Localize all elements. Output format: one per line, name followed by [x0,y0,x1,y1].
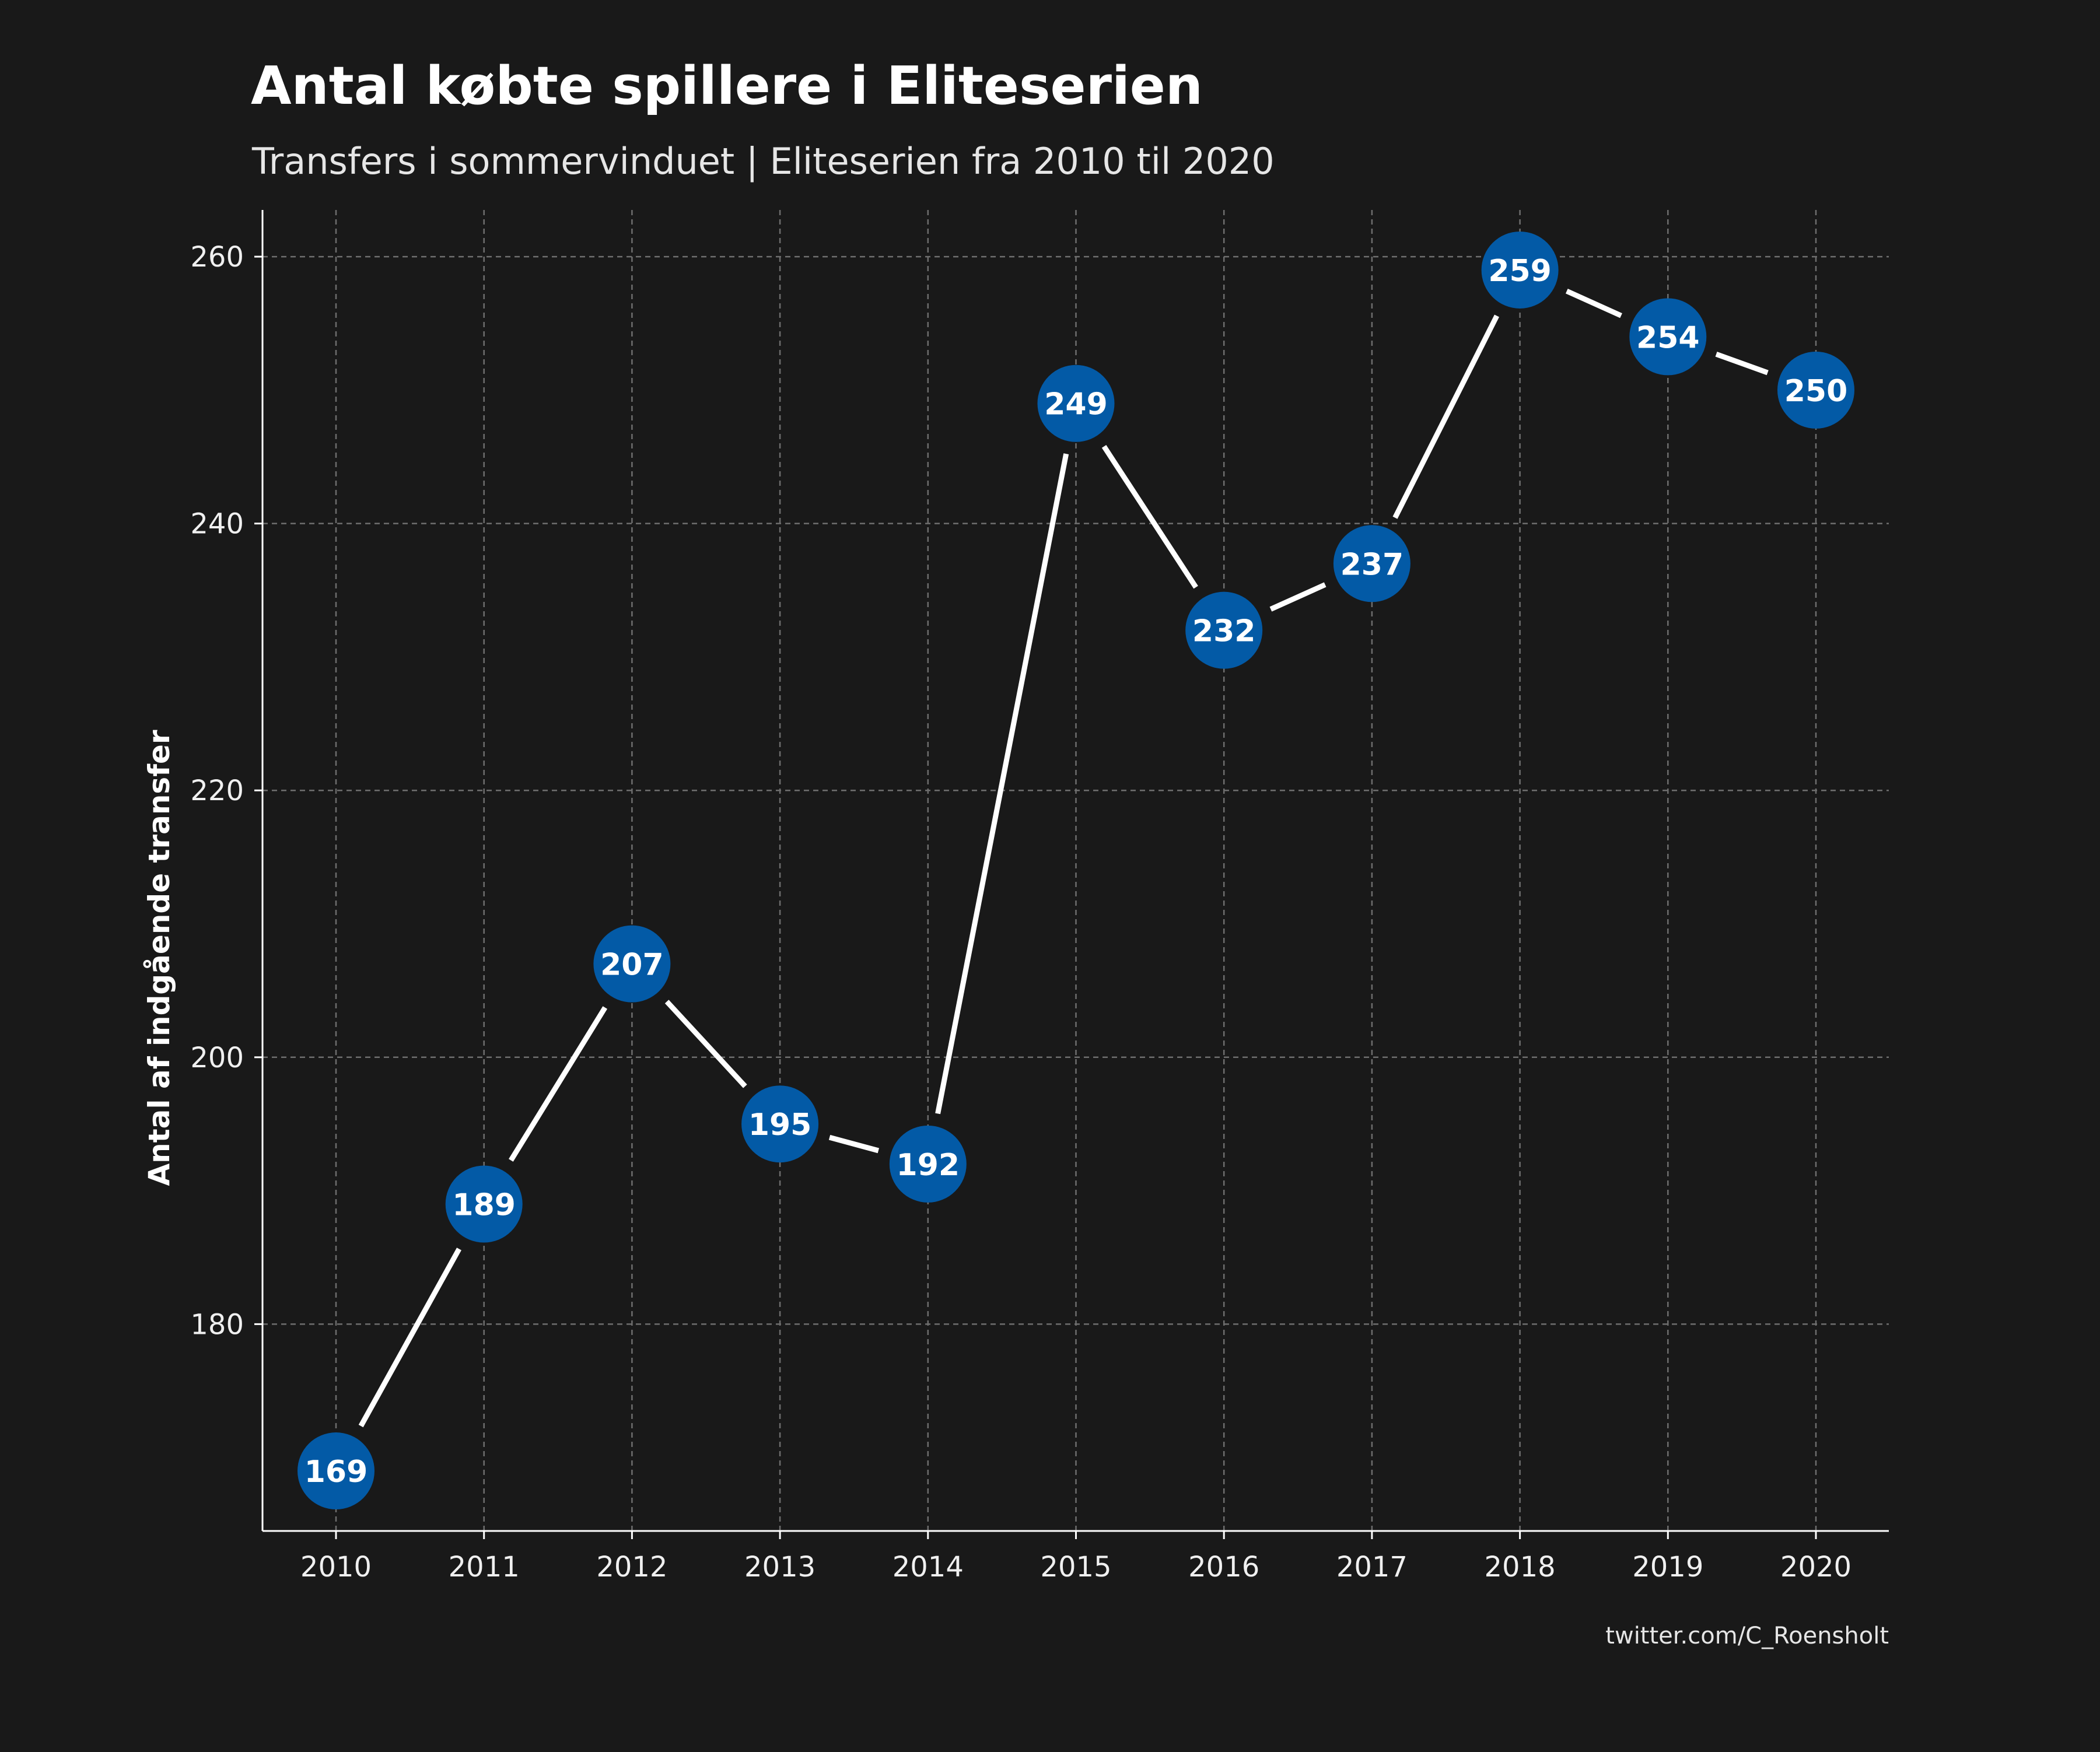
chart-subtitle: Transfers i sommervinduet | Eliteserien … [251,140,1275,183]
data-label: 169 [304,1455,368,1490]
x-tick-label: 2017 [1336,1551,1408,1583]
y-tick-label: 240 [190,508,244,541]
data-marker [889,1125,967,1203]
data-point-2018: 259 [1481,231,1559,309]
x-tick-label: 2010 [300,1551,372,1583]
line-segment [1269,582,1326,612]
x-tick-label: 2012 [596,1551,667,1583]
x-tick-label: 2013 [744,1551,816,1583]
data-marker [593,925,671,1003]
data-points: 169 189 207 195 192 249 232 237 259 254 250 [298,231,1854,1510]
data-point-2015: 249 [1037,365,1115,442]
data-label: 250 [1784,374,1848,409]
data-point-2017: 237 [1333,525,1410,602]
data-label: 249 [1044,387,1108,422]
data-marker [1185,591,1263,669]
data-point-2012: 207 [593,925,671,1003]
data-marker [1037,365,1115,442]
data-marker [445,1165,523,1243]
data-marker [1777,351,1854,429]
x-tick-label: 2020 [1780,1551,1852,1583]
data-point-2020: 250 [1777,351,1854,429]
x-tick-label: 2019 [1632,1551,1703,1583]
data-point-2019: 254 [1629,298,1707,376]
data-label: 195 [748,1108,812,1143]
axes [254,210,1889,1539]
data-point-2013: 195 [741,1085,819,1163]
chart-caption: twitter.com/C_Roensholt [1605,1623,1889,1649]
data-marker [741,1085,819,1163]
data-point-2010: 169 [298,1432,374,1510]
data-marker [1629,298,1707,376]
line-segment [664,1000,747,1088]
data-point-2011: 189 [445,1165,523,1243]
data-marker [298,1432,374,1510]
data-point-2016: 232 [1185,591,1263,669]
y-tick-label: 200 [190,1042,244,1074]
data-marker [1333,525,1410,602]
data-label: 254 [1636,320,1700,355]
x-tick-label: 2011 [449,1551,520,1583]
data-label: 207 [600,948,664,983]
series-line [358,289,1769,1428]
y-axis-label: Antal af indgående transfer [142,730,176,1186]
x-tick-label: 2018 [1485,1551,1556,1583]
x-tick-label: 2015 [1040,1551,1111,1583]
line-segment [935,453,1069,1115]
data-label: 189 [452,1187,516,1222]
data-marker [1481,231,1559,309]
chart-title: Antal købte spillere i Eliteserien [251,55,1203,117]
tick-labels: 180 200 220 240 260 2010 2011 2012 2013 2014 2015 2… [190,241,1852,1583]
line-segment [1565,289,1622,318]
grid-lines [262,210,1889,1531]
y-tick-label: 180 [190,1308,244,1341]
y-tick-label: 220 [190,775,244,807]
data-point-2014: 192 [889,1125,967,1203]
line-segment [1101,444,1198,589]
x-tick-label: 2016 [1188,1551,1259,1583]
data-label: 259 [1488,254,1552,289]
line-segment [1715,351,1769,376]
data-label: 192 [897,1148,960,1183]
y-tick-label: 260 [190,241,244,274]
x-tick-label: 2014 [892,1551,964,1583]
data-label: 232 [1192,614,1256,649]
data-label: 237 [1340,547,1404,582]
line-segment [828,1134,880,1154]
line-segment [358,1248,461,1428]
line-segment [509,1006,608,1162]
line-segment [1392,314,1500,519]
